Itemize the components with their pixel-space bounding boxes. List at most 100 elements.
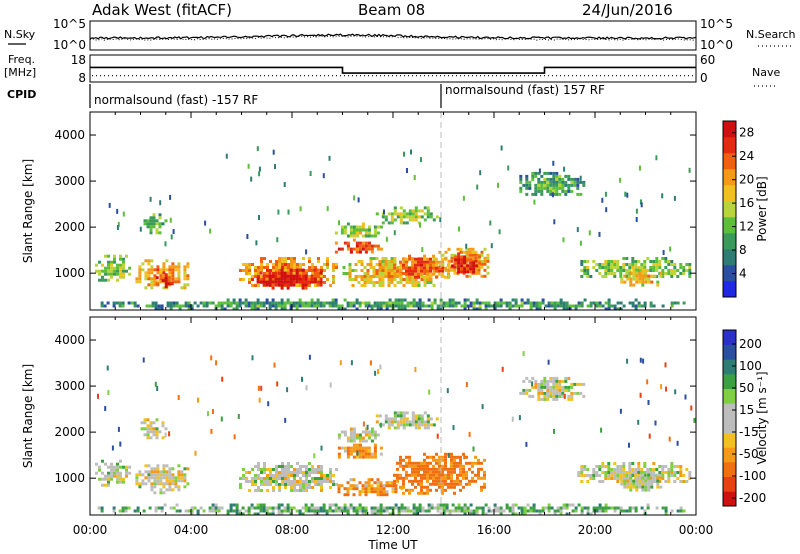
velocity-cell-12 bbox=[385, 509, 389, 513]
power-cell-16 bbox=[355, 307, 359, 311]
power-cell-9 bbox=[405, 275, 409, 278]
velocity-speckle bbox=[286, 387, 289, 393]
velocity-cell-12 bbox=[442, 503, 446, 507]
freq-panel-frame bbox=[89, 54, 697, 83]
velocity-cell-12 bbox=[388, 506, 392, 510]
power-cell-4 bbox=[293, 257, 296, 260]
power-speckle bbox=[258, 166, 261, 172]
power-cell-13 bbox=[531, 174, 535, 178]
power-cell-1 bbox=[150, 271, 154, 275]
velocity-cell-3 bbox=[305, 483, 308, 486]
velocity-cell-3 bbox=[272, 489, 275, 492]
velocity-cell-10 bbox=[580, 465, 584, 468]
velocity-cell-12 bbox=[508, 506, 512, 510]
velocity-speckle bbox=[273, 362, 276, 368]
power-cell-5 bbox=[262, 283, 266, 287]
velocity-cell-4 bbox=[361, 452, 365, 456]
velocity-cell-8 bbox=[483, 473, 486, 477]
velocity-cell-3 bbox=[296, 483, 299, 486]
velocity-cell-10 bbox=[607, 474, 611, 477]
velocity-cell-6 bbox=[387, 426, 391, 430]
power-cell-14 bbox=[682, 272, 686, 275]
power-cell-6 bbox=[361, 244, 365, 248]
power-cell-4 bbox=[287, 263, 290, 266]
power-colorbar-swatch-9 bbox=[723, 137, 736, 154]
velocity-cell-12 bbox=[274, 506, 278, 510]
power-cell-16 bbox=[559, 298, 563, 302]
power-cell-0 bbox=[113, 266, 116, 270]
power-cell-4 bbox=[290, 260, 293, 263]
velocity-cell-3 bbox=[308, 480, 311, 483]
velocity-cell-8 bbox=[420, 464, 423, 468]
power-cell-1 bbox=[144, 274, 148, 278]
power-cell-16 bbox=[511, 298, 515, 302]
velocity-cell-9 bbox=[522, 379, 526, 383]
velocity-cell-12 bbox=[481, 506, 485, 510]
power-colorbar-tick-label-1: 8 bbox=[739, 243, 747, 257]
power-cell-14 bbox=[685, 263, 689, 266]
velocity-cell-7 bbox=[370, 484, 374, 488]
power-cell-11 bbox=[486, 265, 490, 269]
velocity-cell-0 bbox=[122, 465, 125, 469]
power-cell-5 bbox=[265, 280, 269, 284]
time-tick-label-3: 12:00 bbox=[376, 523, 411, 537]
velocity-cell-9 bbox=[570, 394, 574, 398]
power-cell-16 bbox=[280, 304, 284, 308]
velocity-cell-7 bbox=[355, 487, 359, 491]
power-cell-16 bbox=[187, 307, 191, 311]
velocity-cell-8 bbox=[477, 461, 480, 465]
velocity-cell-4 bbox=[358, 449, 362, 453]
power-cell-0 bbox=[110, 272, 113, 276]
power-speckle bbox=[619, 177, 622, 183]
power-cell-8 bbox=[420, 215, 424, 219]
velocity-cell-1 bbox=[159, 488, 163, 492]
velocity-cell-10 bbox=[616, 474, 620, 477]
velocity-cell-4 bbox=[337, 452, 341, 456]
velocity-cell-0 bbox=[119, 471, 122, 475]
power-cell-16 bbox=[271, 301, 275, 305]
power-cell-11 bbox=[465, 262, 469, 266]
power-cell-7 bbox=[358, 225, 362, 229]
velocity-cell-5 bbox=[364, 439, 368, 443]
power-cell-13 bbox=[525, 183, 529, 187]
velocity-cell-12 bbox=[331, 509, 335, 513]
power-cell-16 bbox=[226, 298, 230, 302]
power-cell-14 bbox=[649, 260, 653, 263]
power-cell-13 bbox=[555, 186, 559, 190]
power-cell-4 bbox=[332, 275, 335, 278]
power-cell-10 bbox=[426, 275, 429, 279]
power-cell-14 bbox=[649, 269, 653, 272]
velocity-cell-8 bbox=[408, 461, 411, 465]
velocity-speckle bbox=[177, 395, 180, 400]
velocity-cell-12 bbox=[214, 509, 218, 513]
power-cell-16 bbox=[295, 304, 299, 308]
power-cell-0 bbox=[113, 269, 116, 273]
velocity-cell-9 bbox=[537, 397, 541, 401]
power-cell-11 bbox=[456, 247, 460, 251]
velocity-cell-8 bbox=[414, 485, 417, 489]
power-cell-14 bbox=[601, 263, 605, 266]
velocity-cell-11 bbox=[641, 479, 645, 483]
power-cell-9 bbox=[423, 278, 427, 281]
velocity-cell-3 bbox=[287, 462, 290, 465]
velocity-cell-8 bbox=[417, 464, 420, 468]
power-cell-16 bbox=[433, 301, 437, 305]
power-cell-16 bbox=[418, 304, 422, 308]
power-cell-14 bbox=[664, 260, 668, 263]
power-cell-16 bbox=[316, 304, 320, 308]
velocity-cell-12 bbox=[202, 509, 206, 513]
velocity-cell-12 bbox=[571, 509, 575, 513]
velocity-cell-12 bbox=[532, 506, 536, 510]
velocity-cell-3 bbox=[296, 468, 299, 471]
power-cell-16 bbox=[457, 301, 461, 305]
velocity-cell-1 bbox=[135, 482, 139, 486]
power-speckle bbox=[322, 173, 325, 179]
velocity-cell-6 bbox=[414, 423, 418, 427]
velocity-cell-12 bbox=[268, 506, 272, 510]
velocity-cell-10 bbox=[628, 474, 632, 477]
velocity-cell-1 bbox=[159, 470, 163, 474]
velocity-cell-0 bbox=[107, 474, 110, 478]
power-cell-16 bbox=[295, 307, 299, 311]
velocity-cell-9 bbox=[540, 379, 544, 383]
power-cell-9 bbox=[360, 269, 364, 272]
